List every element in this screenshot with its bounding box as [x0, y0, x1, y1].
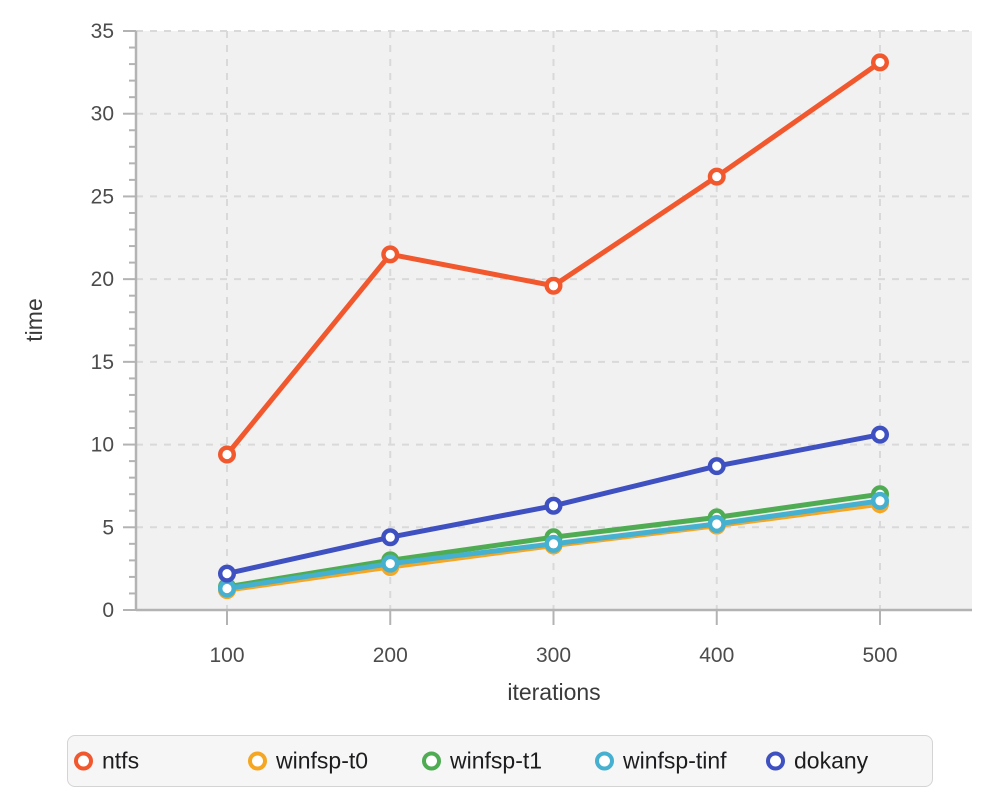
point-winfsp-tinf-400 — [707, 514, 726, 533]
data-series — [217, 53, 890, 600]
y-tick-label: 25 — [91, 185, 114, 208]
y-tick-label: 20 — [91, 268, 114, 291]
dokany-marker-icon — [766, 751, 785, 771]
x-tick-label: 400 — [699, 644, 734, 667]
tick-marks — [123, 30, 881, 625]
legend-label: ntfs — [102, 747, 140, 774]
legend-item-dokany: dokany — [766, 748, 868, 775]
point-dokany-100 — [217, 564, 236, 583]
legend-label: winfsp-tinf — [623, 747, 727, 774]
point-ntfs-100 — [217, 445, 236, 464]
point-dokany-300 — [544, 496, 563, 515]
point-ntfs-400 — [707, 167, 726, 186]
point-winfsp-tinf-200 — [381, 554, 400, 573]
legend-label: winfsp-t0 — [276, 747, 369, 774]
winfsp-t0-marker-icon — [248, 751, 267, 771]
y-tick-label: 0 — [102, 599, 114, 622]
line-chart-plot: 0 5 10 15 20 25 30 35 100 200 300 400 500 time itera… — [21, 20, 972, 705]
ntfs-marker-icon — [74, 751, 93, 771]
x-tick-label: 300 — [536, 644, 571, 667]
y-tick-label: 10 — [91, 434, 114, 457]
x-tick-label: 100 — [209, 644, 244, 667]
legend-item-ntfs: ntfs — [74, 748, 139, 775]
point-dokany-500 — [871, 425, 890, 444]
y-tick-label: 35 — [91, 20, 114, 43]
y-tick-label: 30 — [91, 103, 114, 126]
y-tick-label: 5 — [102, 516, 114, 539]
x-tick-label: 200 — [373, 644, 408, 667]
legend-item-winfsp-t1: winfsp-t1 — [422, 748, 542, 775]
legend-label: dokany — [794, 747, 869, 774]
point-dokany-400 — [707, 457, 726, 476]
x-axis-title: iterations — [507, 679, 600, 705]
point-ntfs-200 — [381, 245, 400, 264]
point-winfsp-tinf-500 — [871, 491, 890, 510]
legend-item-winfsp-tinf: winfsp-tinf — [595, 748, 727, 775]
legend-item-winfsp-t0: winfsp-t0 — [248, 748, 368, 775]
point-winfsp-tinf-300 — [544, 534, 563, 553]
winfsp-tinf-marker-icon — [595, 751, 614, 771]
y-axis-title: time — [21, 298, 47, 341]
winfsp-t1-marker-icon — [422, 751, 441, 771]
y-tick-label: 15 — [91, 351, 114, 374]
point-winfsp-tinf-100 — [217, 579, 236, 598]
point-dokany-200 — [381, 528, 400, 547]
legend: ntfs winfsp-t0 winfsp-t1 winfsp-tinf dok… — [67, 735, 933, 787]
x-tick-label: 500 — [862, 644, 897, 667]
point-ntfs-500 — [871, 53, 890, 72]
tick-labels: 0 5 10 15 20 25 30 35 100 200 300 400 500 — [91, 20, 898, 667]
point-ntfs-300 — [544, 276, 563, 295]
legend-label: winfsp-t1 — [450, 747, 543, 774]
